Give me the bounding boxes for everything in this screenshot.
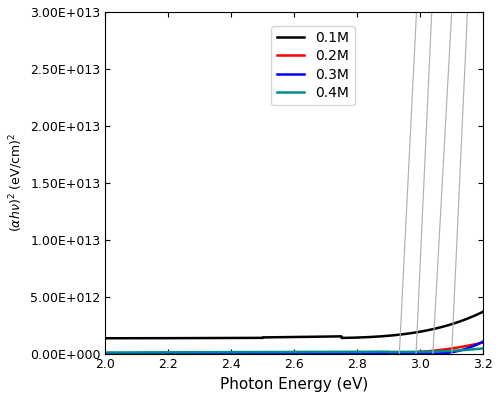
0.3M	[432, 351, 438, 356]
0.1M	[480, 309, 486, 314]
0.4M	[146, 350, 152, 355]
0.4M	[102, 350, 108, 355]
0.1M	[168, 336, 174, 341]
Line: 0.1M: 0.1M	[106, 312, 483, 338]
0.2M	[102, 351, 108, 356]
0.2M	[168, 351, 174, 356]
0.3M	[102, 351, 108, 356]
Line: 0.4M: 0.4M	[106, 348, 483, 352]
0.1M	[264, 335, 270, 340]
0.4M	[432, 349, 438, 354]
0.3M	[248, 351, 254, 356]
0.3M	[264, 351, 270, 356]
0.3M	[480, 339, 486, 344]
0.4M	[480, 346, 486, 351]
0.4M	[168, 350, 174, 355]
0.4M	[472, 347, 478, 352]
0.4M	[264, 350, 270, 354]
0.1M	[248, 336, 254, 340]
0.3M	[168, 351, 174, 356]
Legend: 0.1M, 0.2M, 0.3M, 0.4M: 0.1M, 0.2M, 0.3M, 0.4M	[271, 26, 355, 105]
0.1M	[432, 326, 438, 331]
0.4M	[248, 350, 254, 354]
0.2M	[472, 342, 478, 347]
0.1M	[146, 336, 152, 341]
X-axis label: Photon Energy (eV): Photon Energy (eV)	[220, 377, 368, 392]
0.2M	[432, 348, 438, 353]
0.3M	[472, 343, 478, 348]
0.1M	[102, 336, 108, 341]
0.3M	[146, 351, 152, 356]
0.2M	[264, 351, 270, 356]
0.1M	[472, 313, 478, 318]
0.2M	[248, 351, 254, 356]
0.2M	[480, 340, 486, 345]
Line: 0.3M: 0.3M	[106, 342, 483, 354]
Y-axis label: $(\alpha h\nu)^2\ \mathrm{(eV/cm)^2}$: $(\alpha h\nu)^2\ \mathrm{(eV/cm)^2}$	[7, 133, 24, 232]
0.2M	[146, 351, 152, 356]
Line: 0.2M: 0.2M	[106, 342, 483, 354]
